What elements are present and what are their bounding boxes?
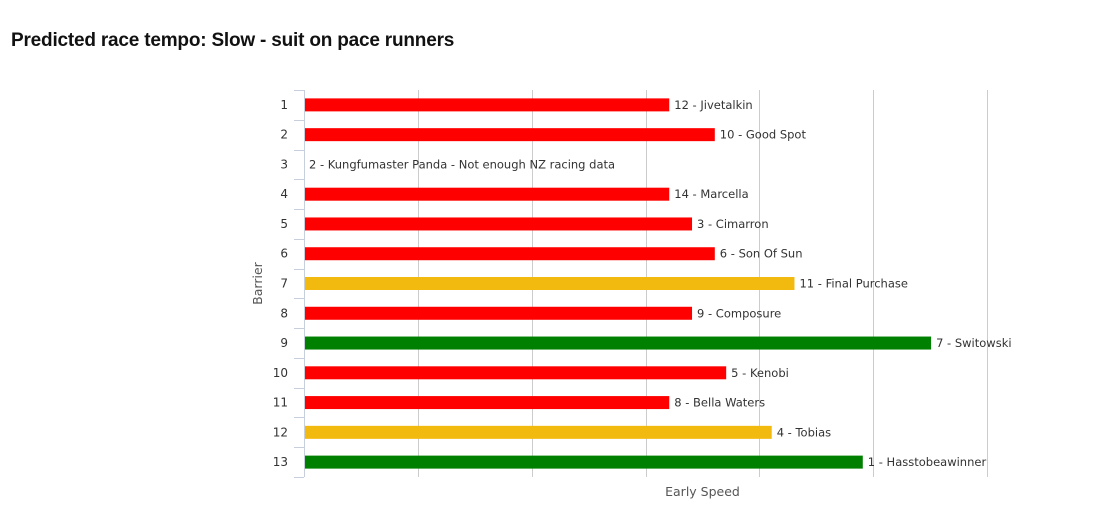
bar-label: 12 - Jivetalkin (674, 98, 752, 112)
y-tick-label: 2 (280, 128, 288, 142)
y-tick-label: 13 (273, 455, 288, 469)
bar-barrier-12 (305, 425, 772, 439)
bar-barrier-13 (305, 455, 863, 469)
y-tick-label: 11 (273, 396, 288, 410)
bar-label: 14 - Marcella (674, 187, 748, 201)
bar-label: 1 - Hasstobeawinner (868, 455, 987, 469)
bar-label: 10 - Good Spot (720, 128, 807, 142)
y-tick-label: 3 (280, 157, 288, 171)
y-axis (294, 90, 305, 478)
y-tick-label: 8 (280, 306, 288, 320)
y-tick-label: 7 (280, 277, 288, 291)
bar-barrier-7 (305, 277, 795, 290)
y-tick-label: 9 (280, 336, 288, 350)
bar-label: 9 - Composure (697, 306, 781, 320)
bar-label: 6 - Son Of Sun (720, 247, 803, 261)
bar-barrier-9 (305, 336, 932, 350)
y-tick-label: 1 (280, 98, 288, 112)
bar-barrier-5 (305, 217, 693, 231)
bar-barrier-10 (305, 366, 727, 380)
bar-barrier-8 (305, 306, 693, 320)
bar-label: 11 - Final Purchase (799, 277, 907, 291)
y-axis-title: Barrier (250, 261, 265, 304)
y-tick-label: 4 (280, 187, 288, 201)
bar-barrier-6 (305, 247, 715, 261)
y-tick-label: 5 (280, 217, 288, 231)
y-tick-label: 6 (280, 247, 288, 261)
bar-labels: 12 - Jivetalkin 10 - Good Spot 2 - Kungfum… (309, 98, 1012, 469)
bar-label: 4 - Tobias (777, 425, 831, 439)
bar-barrier-1 (305, 98, 670, 112)
y-tick-label: 10 (273, 366, 288, 380)
bar-label: 3 - Cimarron (697, 217, 769, 231)
y-tick-label: 12 (273, 425, 288, 439)
bar-label: 2 - Kungfumaster Panda - Not enough NZ r… (309, 157, 615, 171)
bar-label: 5 - Kenobi (731, 366, 789, 380)
bar-barrier-4 (305, 187, 670, 201)
bar-label: 7 - Switowski (936, 336, 1011, 350)
bars-group (305, 98, 932, 469)
chart-title: Predicted race tempo: Slow - suit on pac… (11, 30, 455, 51)
bar-barrier-11 (305, 396, 670, 410)
x-axis-title: Early Speed (665, 484, 740, 499)
bar-label: 8 - Bella Waters (674, 396, 765, 410)
bar-barrier-2 (305, 128, 715, 142)
